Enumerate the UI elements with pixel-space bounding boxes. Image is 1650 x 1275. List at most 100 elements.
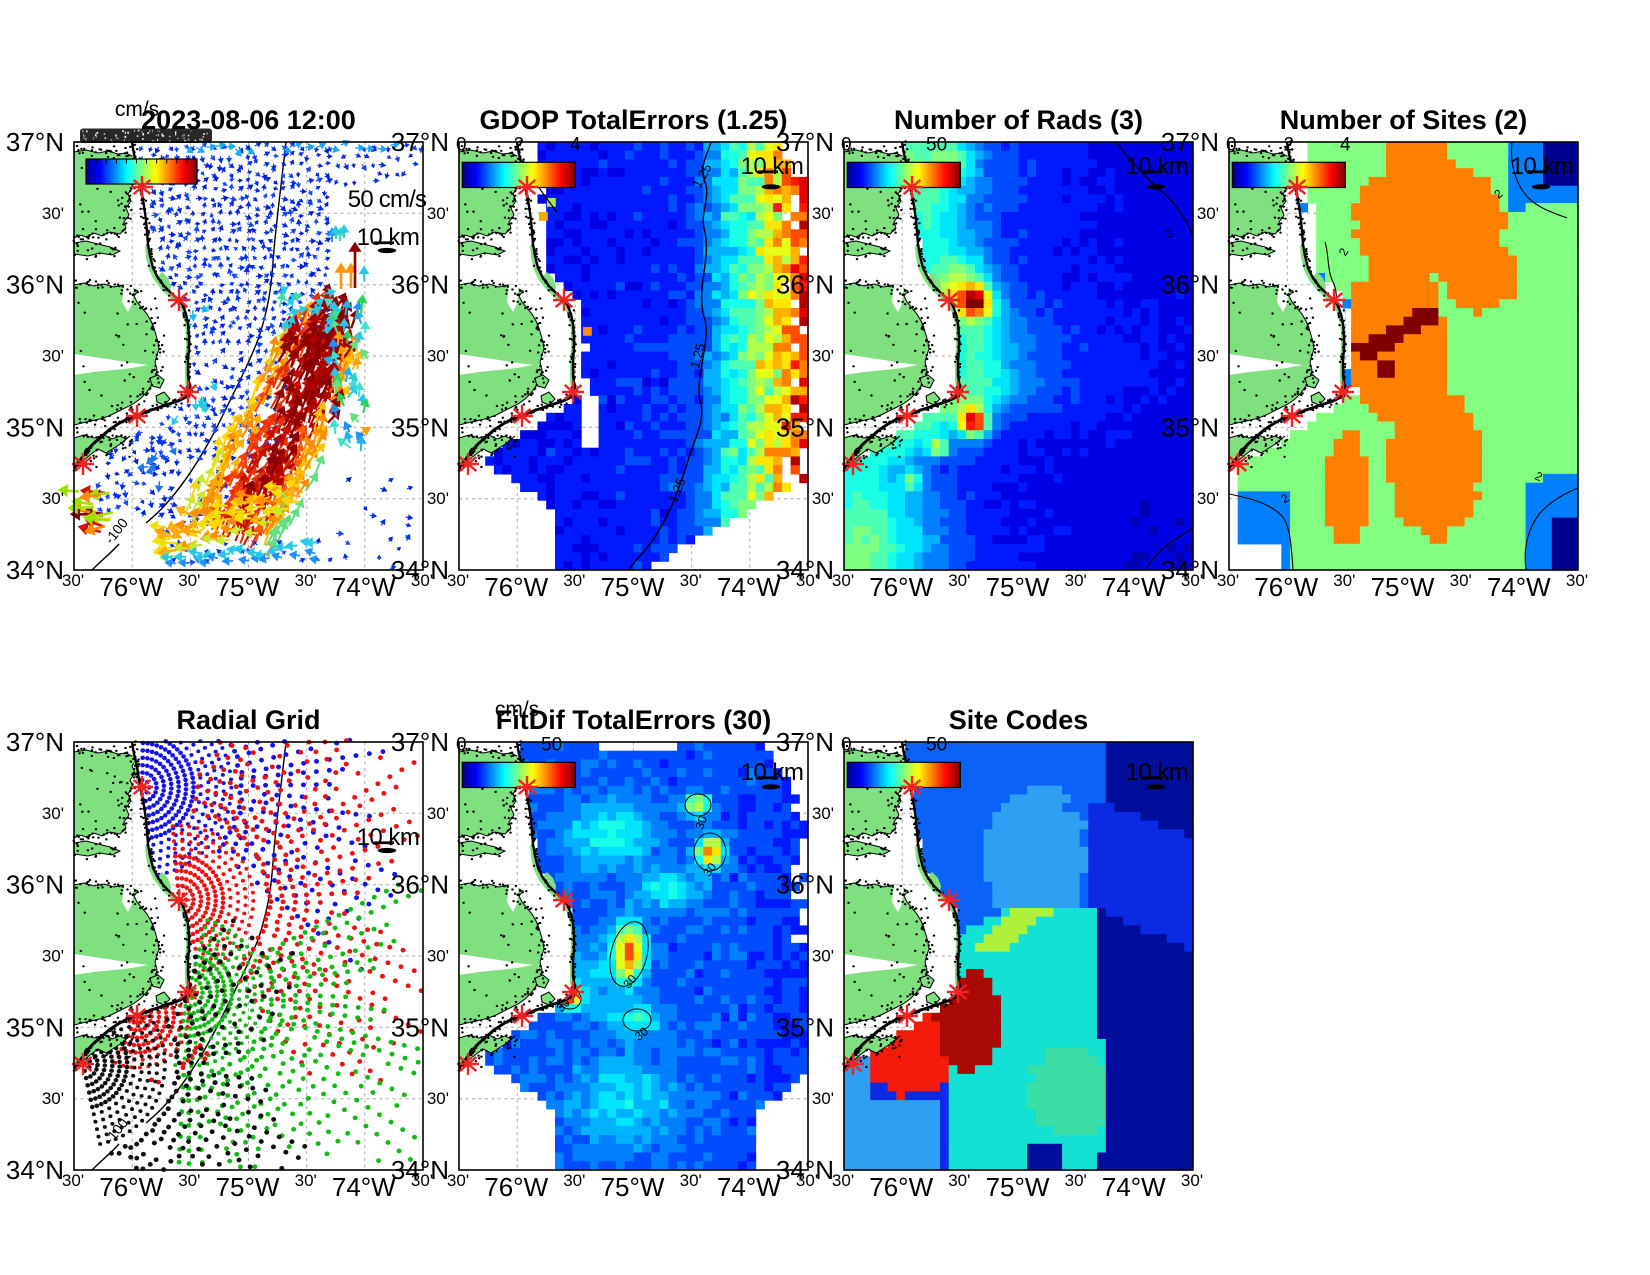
svg-text:30': 30': [680, 1171, 702, 1190]
svg-text:30': 30': [832, 1171, 854, 1190]
svg-text:30': 30': [42, 1089, 64, 1108]
svg-text:0: 0: [1226, 134, 1237, 155]
svg-text:30': 30': [680, 571, 702, 590]
svg-text:10 km: 10 km: [1511, 153, 1574, 180]
svg-text:10 km: 10 km: [1126, 759, 1189, 786]
svg-text:35°N: 35°N: [391, 1012, 449, 1042]
svg-text:30': 30': [42, 204, 64, 223]
svg-text:30': 30': [42, 947, 64, 966]
svg-text:0: 0: [456, 134, 467, 155]
svg-text:74°W: 74°W: [717, 572, 781, 602]
svg-text:10 km: 10 km: [1126, 153, 1189, 180]
svg-text:34°N: 34°N: [391, 555, 449, 585]
svg-text:30': 30': [295, 571, 317, 590]
svg-text:75°W: 75°W: [216, 572, 280, 602]
svg-text:30': 30': [812, 204, 834, 223]
svg-text:FitDif TotalErrors (30): FitDif TotalErrors (30): [496, 705, 772, 735]
svg-text:30': 30': [427, 489, 449, 508]
svg-text:37°N: 37°N: [391, 127, 449, 157]
svg-text:37°N: 37°N: [1161, 127, 1219, 157]
svg-text:30: 30: [692, 814, 710, 832]
svg-text:30': 30': [812, 804, 834, 823]
svg-text:30': 30': [178, 1171, 200, 1190]
svg-text:76°W: 76°W: [484, 1172, 548, 1202]
svg-text:35°N: 35°N: [776, 412, 834, 442]
svg-text:35°N: 35°N: [1161, 412, 1219, 442]
svg-text:cm/s: cm/s: [115, 98, 159, 121]
svg-text:76°W: 76°W: [99, 1172, 163, 1202]
svg-text:76°W: 76°W: [99, 572, 163, 602]
svg-text:75°W: 75°W: [986, 1172, 1050, 1202]
svg-text:30': 30': [1065, 571, 1087, 590]
svg-text:37°N: 37°N: [6, 127, 64, 157]
svg-text:cm/s: cm/s: [495, 698, 539, 721]
svg-text:30': 30': [1181, 571, 1203, 590]
svg-text:36°N: 36°N: [6, 870, 64, 900]
svg-text:30': 30': [1333, 571, 1355, 590]
svg-text:74°W: 74°W: [1487, 572, 1551, 602]
svg-text:37°N: 37°N: [391, 727, 449, 757]
svg-text:30': 30': [42, 489, 64, 508]
svg-text:76°W: 76°W: [869, 572, 933, 602]
svg-text:30': 30': [563, 1171, 585, 1190]
svg-text:30': 30': [1181, 1171, 1203, 1190]
svg-text:Radial Grid: Radial Grid: [176, 705, 320, 735]
svg-text:30': 30': [62, 571, 84, 590]
svg-text:Number of Sites (2): Number of Sites (2): [1280, 105, 1528, 135]
svg-text:30': 30': [812, 347, 834, 366]
svg-text:36°N: 36°N: [776, 270, 834, 300]
svg-text:30': 30': [427, 947, 449, 966]
svg-text:75°W: 75°W: [601, 572, 665, 602]
svg-text:30': 30': [295, 1171, 317, 1190]
svg-text:74°W: 74°W: [1102, 572, 1166, 602]
svg-text:75°W: 75°W: [1371, 572, 1435, 602]
svg-text:50: 50: [541, 734, 562, 755]
svg-text:Number of Rads (3): Number of Rads (3): [894, 105, 1143, 135]
svg-text:30': 30': [42, 347, 64, 366]
svg-text:37°N: 37°N: [776, 127, 834, 157]
svg-text:35°N: 35°N: [6, 1012, 64, 1042]
svg-text:30': 30': [178, 571, 200, 590]
svg-text:76°W: 76°W: [484, 572, 548, 602]
svg-text:30': 30': [812, 1089, 834, 1108]
svg-text:30': 30': [948, 571, 970, 590]
svg-text:30': 30': [948, 1171, 970, 1190]
svg-text:4: 4: [1340, 134, 1351, 155]
svg-text:36°N: 36°N: [1161, 270, 1219, 300]
svg-text:75°W: 75°W: [216, 1172, 280, 1202]
svg-text:10 km: 10 km: [741, 153, 804, 180]
svg-text:76°W: 76°W: [1254, 572, 1318, 602]
svg-text:36°N: 36°N: [391, 870, 449, 900]
svg-text:74°W: 74°W: [1102, 1172, 1166, 1202]
svg-text:30': 30': [427, 1089, 449, 1108]
svg-text:1.25: 1.25: [687, 342, 708, 370]
svg-text:34°N: 34°N: [776, 1155, 834, 1185]
svg-text:30': 30': [42, 804, 64, 823]
svg-text:30': 30': [447, 1171, 469, 1190]
svg-text:GDOP TotalErrors (1.25): GDOP TotalErrors (1.25): [479, 105, 787, 135]
svg-text:30': 30': [563, 571, 585, 590]
svg-text:34°N: 34°N: [1161, 555, 1219, 585]
svg-text:37°N: 37°N: [6, 727, 64, 757]
svg-text:0: 0: [841, 134, 852, 155]
svg-text:30': 30': [427, 347, 449, 366]
svg-text:75°W: 75°W: [986, 572, 1050, 602]
svg-text:36°N: 36°N: [6, 270, 64, 300]
svg-text:30': 30': [1450, 571, 1472, 590]
svg-text:36°N: 36°N: [776, 870, 834, 900]
svg-text:30': 30': [1197, 347, 1219, 366]
svg-text:30': 30': [832, 571, 854, 590]
svg-text:37°N: 37°N: [776, 727, 834, 757]
svg-text:50: 50: [926, 134, 947, 155]
svg-text:30': 30': [427, 804, 449, 823]
svg-text:74°W: 74°W: [332, 572, 396, 602]
svg-text:30': 30': [1197, 489, 1219, 508]
svg-text:30': 30': [812, 947, 834, 966]
svg-text:34°N: 34°N: [6, 1155, 64, 1185]
svg-text:10 km: 10 km: [357, 824, 420, 851]
svg-text:2023-08-06 12:00: 2023-08-06 12:00: [141, 105, 356, 135]
svg-text:30': 30': [447, 571, 469, 590]
svg-text:30': 30': [812, 489, 834, 508]
svg-text:75°W: 75°W: [601, 1172, 665, 1202]
svg-text:Site Codes: Site Codes: [949, 705, 1089, 735]
